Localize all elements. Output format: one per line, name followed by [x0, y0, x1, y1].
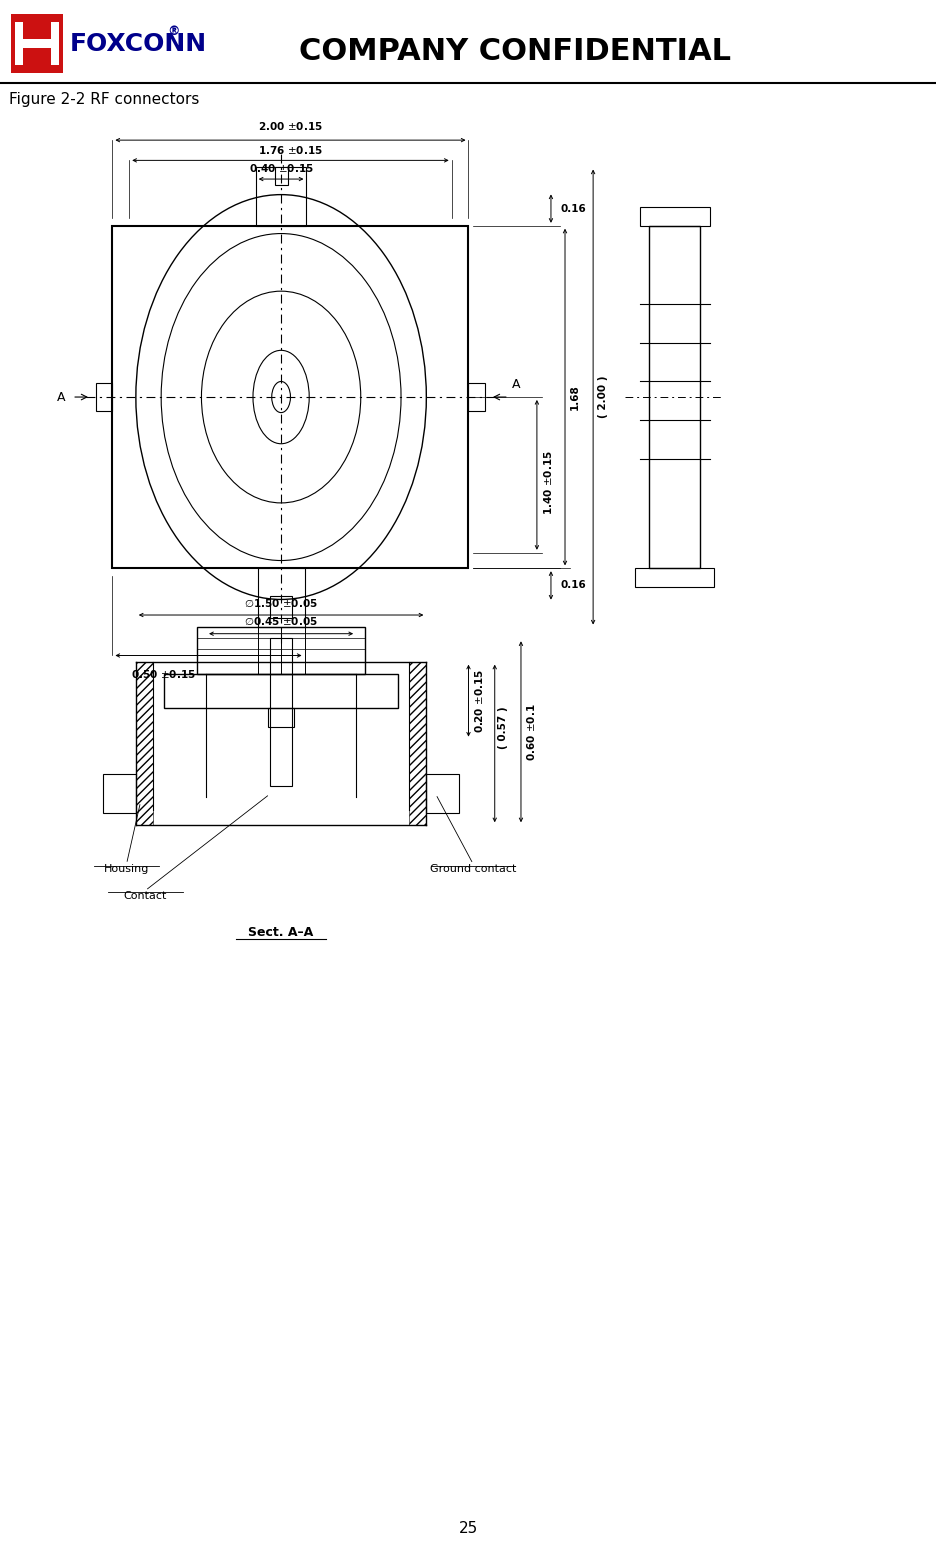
- Bar: [409, 662, 426, 825]
- Bar: [15, 22, 23, 65]
- Text: 1.76 $\pm$0.15: 1.76 $\pm$0.15: [257, 143, 323, 156]
- Bar: [164, 674, 398, 708]
- Text: 0.16: 0.16: [560, 204, 585, 213]
- Text: A: A: [57, 391, 66, 403]
- Bar: [11, 14, 63, 73]
- Text: 0.20 $\pm$0.15: 0.20 $\pm$0.15: [473, 668, 485, 733]
- Text: 1.68: 1.68: [569, 385, 579, 409]
- Bar: [648, 226, 700, 568]
- Bar: [468, 383, 485, 411]
- Text: $\emptyset$0.45 $\pm$0.05: $\emptyset$0.45 $\pm$0.05: [244, 615, 317, 627]
- Text: FOXCONN: FOXCONN: [69, 31, 206, 56]
- Bar: [197, 627, 365, 674]
- Bar: [51, 22, 59, 65]
- Bar: [426, 774, 459, 813]
- Bar: [256, 167, 306, 226]
- Text: COMPANY CONFIDENTIAL: COMPANY CONFIDENTIAL: [299, 37, 731, 65]
- Text: 0.16: 0.16: [560, 581, 585, 590]
- Text: 0.40 $\pm$0.15: 0.40 $\pm$0.15: [248, 162, 314, 174]
- Bar: [112, 226, 468, 568]
- Text: ( 2.00 ): ( 2.00 ): [597, 375, 607, 419]
- Text: $\emptyset$1.50 $\pm$0.05: $\emptyset$1.50 $\pm$0.05: [244, 596, 317, 609]
- Text: 1.40 $\pm$0.15: 1.40 $\pm$0.15: [541, 450, 553, 515]
- Text: Contact: Contact: [124, 891, 167, 900]
- Text: Figure 2-2 RF connectors: Figure 2-2 RF connectors: [9, 92, 199, 107]
- Text: Housing: Housing: [104, 864, 149, 873]
- Bar: [103, 774, 136, 813]
- Text: 2.00 $\pm$0.15: 2.00 $\pm$0.15: [257, 120, 323, 132]
- Text: A: A: [511, 378, 519, 391]
- Bar: [270, 638, 292, 786]
- Bar: [268, 708, 294, 727]
- Bar: [257, 568, 304, 627]
- Bar: [136, 662, 153, 825]
- Text: 0.50 $\pm$0.15: 0.50 $\pm$0.15: [131, 668, 196, 680]
- Bar: [15, 39, 59, 48]
- Text: 25: 25: [459, 1521, 477, 1537]
- Bar: [274, 167, 287, 185]
- Bar: [634, 568, 713, 587]
- Text: Ground contact: Ground contact: [430, 864, 516, 873]
- Text: 0.60 $\pm$0.1: 0.60 $\pm$0.1: [524, 704, 536, 760]
- Bar: [95, 383, 112, 411]
- Text: ®: ®: [168, 25, 180, 37]
- Text: Sect. A–A: Sect. A–A: [248, 926, 314, 939]
- Bar: [638, 207, 709, 226]
- Bar: [270, 596, 292, 618]
- Text: ( 0.57 ): ( 0.57 ): [498, 707, 508, 749]
